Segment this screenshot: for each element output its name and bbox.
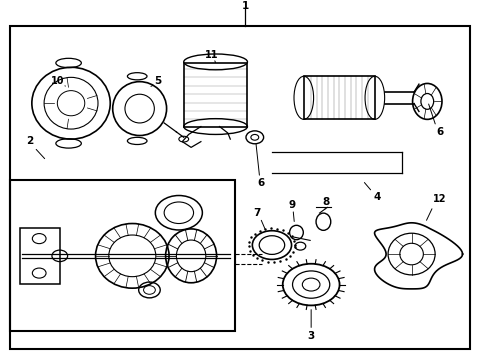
Text: 11: 11 bbox=[205, 50, 219, 60]
Text: 8: 8 bbox=[322, 197, 329, 207]
Bar bbox=[20, 228, 60, 284]
Text: 3: 3 bbox=[308, 330, 315, 341]
Text: 12: 12 bbox=[433, 194, 447, 204]
Bar bbox=[184, 63, 247, 127]
Text: 2: 2 bbox=[26, 136, 33, 146]
Bar bbox=[304, 76, 375, 120]
Bar bbox=[10, 180, 235, 331]
Text: 7: 7 bbox=[253, 208, 261, 219]
Text: 6: 6 bbox=[437, 127, 443, 137]
Text: 4: 4 bbox=[373, 192, 381, 202]
Text: 1: 1 bbox=[242, 1, 248, 11]
Text: 10: 10 bbox=[51, 76, 65, 86]
Text: 9: 9 bbox=[289, 200, 295, 210]
Text: 6: 6 bbox=[258, 178, 265, 188]
Text: 5: 5 bbox=[154, 76, 161, 86]
